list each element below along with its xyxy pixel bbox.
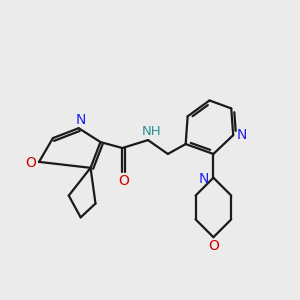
Text: NH: NH [142, 125, 162, 138]
Text: O: O [118, 174, 129, 188]
Text: O: O [26, 156, 37, 170]
Text: O: O [208, 239, 219, 253]
Text: N: N [237, 128, 247, 142]
Text: N: N [198, 172, 209, 186]
Text: N: N [76, 113, 86, 127]
